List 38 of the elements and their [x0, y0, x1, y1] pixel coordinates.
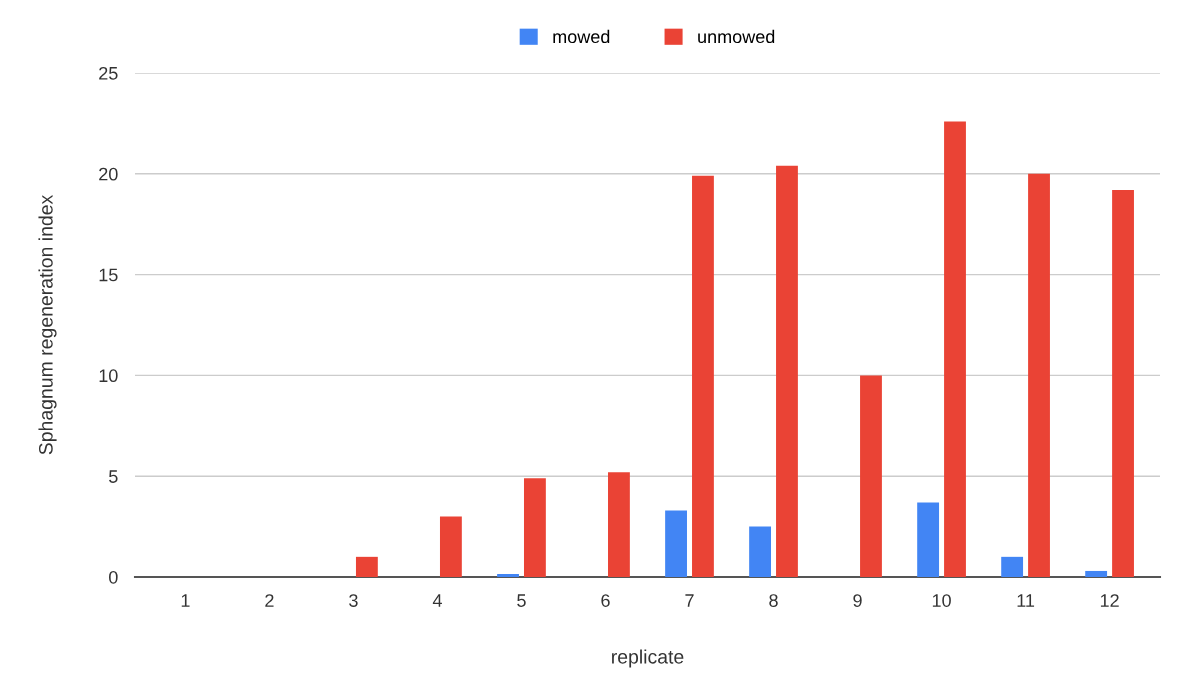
bar: [1001, 556, 1024, 577]
bar: [665, 510, 687, 577]
y-tick-label: 25: [99, 66, 118, 80]
bar: [355, 556, 378, 577]
y-tick-label: 0: [109, 570, 118, 584]
x-tick-label: 7: [685, 594, 694, 607]
y-axis-title: Sphagnum regeneration index: [38, 194, 57, 455]
bar: [692, 175, 714, 577]
x-tick-label: 3: [349, 594, 358, 607]
bar: [776, 165, 798, 577]
bar: [917, 502, 940, 577]
y-tick-label: 15: [99, 268, 118, 282]
bar: [1085, 570, 1108, 577]
y-tick-label: 20: [99, 167, 118, 181]
bar: [749, 526, 771, 577]
bar: [439, 516, 462, 577]
x-tick-label: 2: [265, 594, 274, 607]
x-tick-label: 6: [601, 594, 610, 607]
y-tick-label: 10: [99, 369, 118, 383]
x-tick-label: 4: [432, 594, 442, 607]
bar: [1112, 189, 1134, 577]
legend-label: mowed: [553, 29, 610, 44]
bar: [608, 472, 630, 577]
bar: [497, 573, 519, 577]
bar: [1028, 173, 1050, 577]
x-tick-label: 11: [1017, 594, 1035, 607]
bar: [524, 478, 546, 577]
x-tick-label: 9: [853, 594, 862, 607]
x-tick-label: 1: [181, 594, 190, 607]
bar: [860, 375, 882, 577]
x-tick-label: 12: [1100, 594, 1119, 607]
legend-label: unmowed: [698, 29, 775, 44]
y-tick-label: 5: [109, 470, 118, 483]
x-tick-label: 10: [932, 594, 951, 607]
bar: [944, 121, 966, 577]
x-axis-title: replicate: [612, 649, 684, 668]
x-tick-label: 5: [517, 594, 526, 607]
x-tick-label: 8: [769, 594, 778, 607]
